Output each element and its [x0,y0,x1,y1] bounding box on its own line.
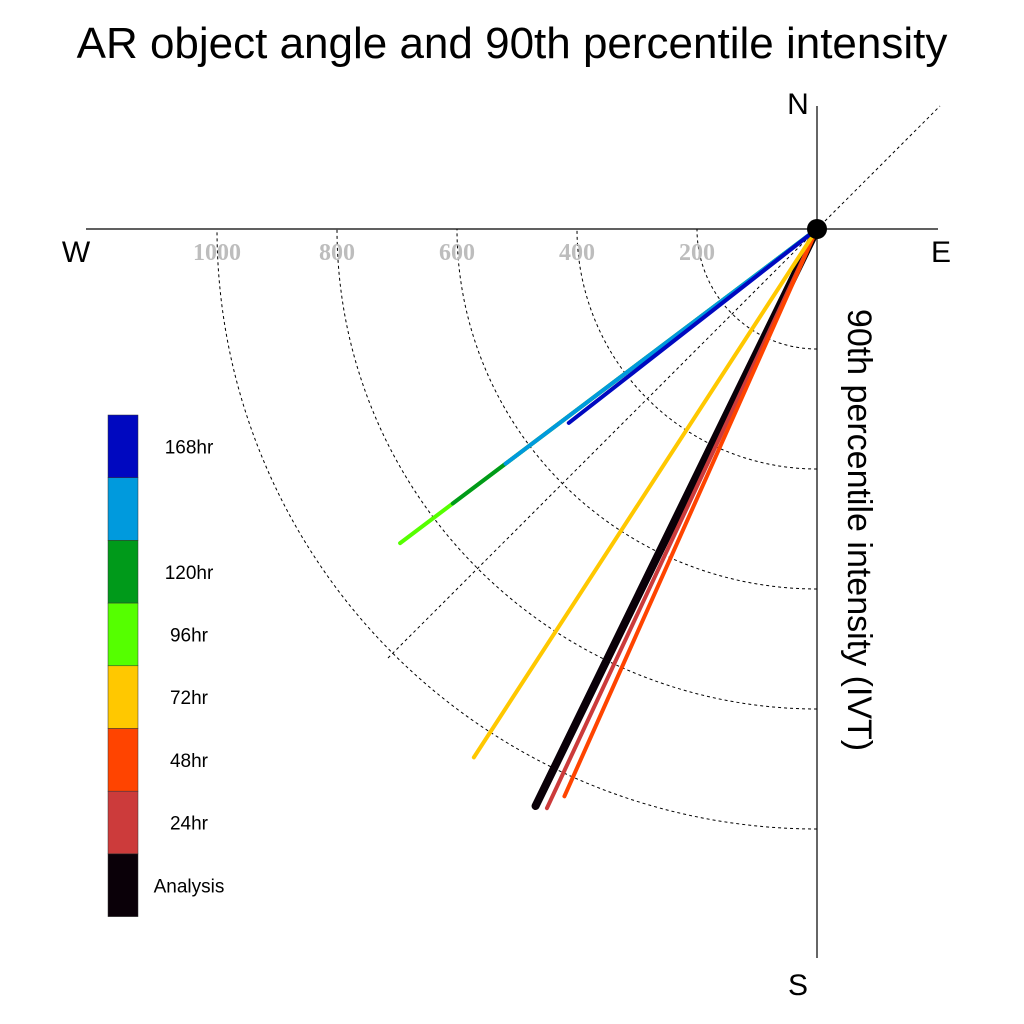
ring-label-1000: 1000 [193,240,241,266]
legend-label-96hr: 96hr [170,625,209,646]
legend-swatch-48hr [107,728,139,792]
origin-marker [807,219,827,239]
legend-swatch-72hr [107,665,139,729]
legend-swatch-96hr [107,602,139,667]
series-line-168hr [566,227,819,425]
legend-label-72hr: 72hr [170,688,209,709]
diagonal-guide [387,105,941,659]
legend-label-48hr: 48hr [170,751,209,772]
legend-label-120hr: 120hr [165,563,214,584]
south-label: S [788,969,808,1002]
compass-axes [86,105,941,958]
legend-swatch-24hr [107,790,139,855]
series-lines [398,225,821,811]
legend-swatch-168hr [107,414,139,478]
legend: 168hr 120hr 96hr 72hr 48hr 24hr Analysis [107,414,225,917]
series-line-48hr [562,227,819,799]
ring-tick-labels: 200 400 600 800 1000 [193,240,715,266]
ring-200 [696,228,818,350]
legend-swatch-144hr [107,477,139,541]
east-label: E [931,236,951,269]
legend-label-24hr: 24hr [170,814,209,835]
ring-label-200: 200 [679,240,715,266]
north-label: N [787,88,809,121]
legend-label-168hr: 168hr [165,437,214,458]
west-label: W [62,236,91,269]
ring-label-600: 600 [439,240,475,266]
legend-swatch-120hr [107,540,139,604]
radial-axis-title: 90th percentile intensity (IVT) [840,309,878,751]
legend-label-analysis: Analysis [154,876,225,897]
chart-title: AR object angle and 90th percentile inte… [77,19,948,68]
series-line-72hr [471,227,819,760]
ring-label-400: 400 [559,240,595,266]
legend-swatch-analysis [107,853,139,917]
ring-1000 [216,228,818,830]
ring-label-800: 800 [319,240,355,266]
